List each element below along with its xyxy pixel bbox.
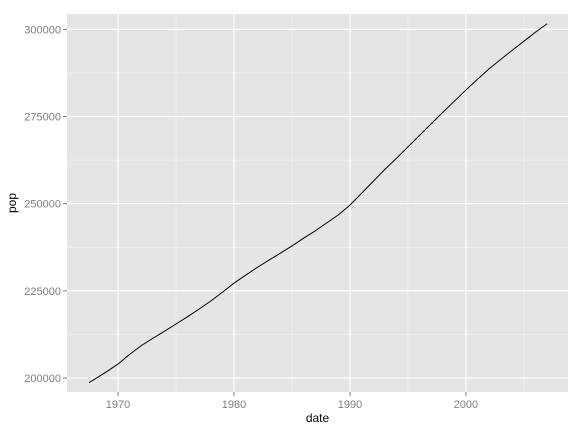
plot-panel <box>67 14 568 392</box>
series-line <box>88 23 548 384</box>
y-tick-label: 225000 <box>24 286 61 298</box>
minor-gridlines <box>67 14 568 392</box>
y-axis-ticks: 200000 225000 250000 275000 300000 <box>24 24 67 385</box>
x-tick-label: 1980 <box>222 399 246 411</box>
y-tick-label: 250000 <box>24 199 61 211</box>
x-axis-ticks: 1970 1980 1990 2000 <box>106 392 478 411</box>
x-tick-label: 2000 <box>454 399 478 411</box>
x-axis-title: date <box>306 411 330 425</box>
x-tick-label: 1970 <box>106 399 130 411</box>
y-tick-label: 200000 <box>24 373 61 385</box>
series-layer <box>88 23 548 384</box>
x-tick-label: 1990 <box>338 399 362 411</box>
major-gridlines <box>67 14 568 392</box>
y-axis-title: pop <box>5 193 19 213</box>
y-tick-label: 300000 <box>24 24 61 36</box>
y-tick-label: 275000 <box>24 112 61 124</box>
